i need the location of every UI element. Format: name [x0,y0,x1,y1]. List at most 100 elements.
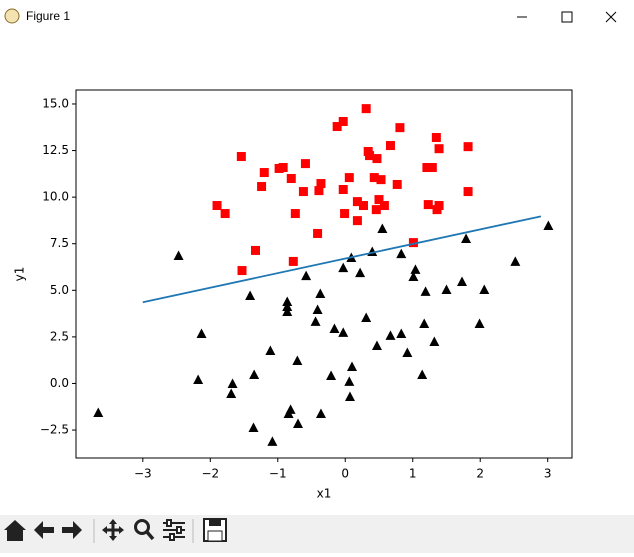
x-tick-label: −3 [134,467,152,481]
triangle-point [361,312,372,323]
x-tick-label: −2 [201,467,219,481]
square-point [365,151,375,161]
triangle-point [344,391,355,402]
triangle-point [283,408,294,418]
home-button[interactable] [4,520,26,541]
back-button[interactable] [34,521,54,539]
fit-line [142,215,542,304]
triangle-point [396,328,407,339]
square-point [237,266,247,276]
triangle-point [329,323,340,334]
square-point [313,228,323,238]
triangle-point [457,276,468,287]
triangle-point [385,330,396,340]
triangle-point [338,262,349,273]
maximize-button[interactable] [561,11,573,23]
square-point [395,123,405,133]
square-point [463,142,473,152]
square-point [257,182,267,192]
triangle-point [408,271,419,282]
triangle-point [301,270,312,281]
y-tick-label: 15.0 [42,96,69,110]
triangle-point [402,347,413,358]
triangle-point [420,286,431,296]
square-point [431,133,441,143]
square-point [369,173,379,183]
square-point [288,256,298,266]
triangle-point [326,370,337,380]
square-point [300,159,310,169]
triangle-point [310,316,321,326]
y-tick-label: 10.0 [42,190,69,204]
triangle-point [265,345,276,355]
triangle-point [249,369,260,380]
square-point [316,179,326,189]
zoom-button[interactable] [134,519,155,541]
square-point [434,144,444,154]
y-axis-label: y1 [13,267,27,282]
square-point [392,179,402,189]
triangle-point [510,256,521,266]
triangle-point [344,376,355,386]
x-tick-label: 2 [476,467,484,481]
square-point [338,184,348,194]
triangle-point [474,318,485,328]
square-point [278,163,288,173]
square-point [352,216,362,226]
triangle-point [312,304,323,314]
pan-button[interactable] [102,519,124,541]
x-axis-label: x1 [317,487,332,501]
triangle-point [347,361,358,372]
triangle-point [396,248,407,259]
x-tick-label: −1 [269,467,287,481]
triangle-point [315,288,326,298]
app-icon [4,8,20,24]
square-point [427,163,437,173]
y-tick-label: 12.5 [42,143,69,157]
triangle-point [292,355,303,366]
triangle-point [479,284,490,295]
close-button[interactable] [605,11,617,23]
square-point [314,186,324,196]
square-point [259,168,269,178]
square-point [376,175,386,185]
triangle-point [315,408,326,418]
square-point [361,104,371,114]
y-tick-label: −2.5 [40,423,69,437]
y-tick-label: 2.5 [50,329,69,343]
square-point [408,238,418,248]
square-point [379,201,389,211]
square-point [298,187,308,197]
triangle-point [429,336,440,347]
plot: −3 −2 −1 0 1 2 3 −2.5 0.0 2.5 5.0 7.5 10.0 12.5 15.0 x1… [13,89,573,501]
forward-button[interactable] [62,521,82,539]
square-point [423,200,433,210]
window-title: Figure 1 [26,9,70,23]
y-tick-label: 0.0 [50,376,69,390]
square-point [422,163,432,173]
triangle-point [441,284,452,295]
toolbar [0,515,634,553]
configure-button[interactable] [163,519,185,541]
y-tick-label: 5.0 [50,283,69,297]
square-point [290,209,300,219]
save-button[interactable] [203,518,227,542]
triangle-point [543,220,554,230]
triangle-point [93,407,104,418]
triangle-point [267,436,278,446]
triangle-point [338,327,349,337]
triangle-point [248,422,259,432]
triangle-point [419,318,430,328]
square-point [372,154,382,164]
axes-frame [75,89,573,459]
square-point [385,141,395,151]
triangle-point [461,233,472,244]
square-point [344,173,354,183]
triangle-point [410,264,421,274]
square-point [251,245,261,255]
x-tick-label: 1 [409,467,417,481]
triangle-point [377,223,388,233]
triangle-point [417,369,428,380]
triangle-point [196,328,207,339]
